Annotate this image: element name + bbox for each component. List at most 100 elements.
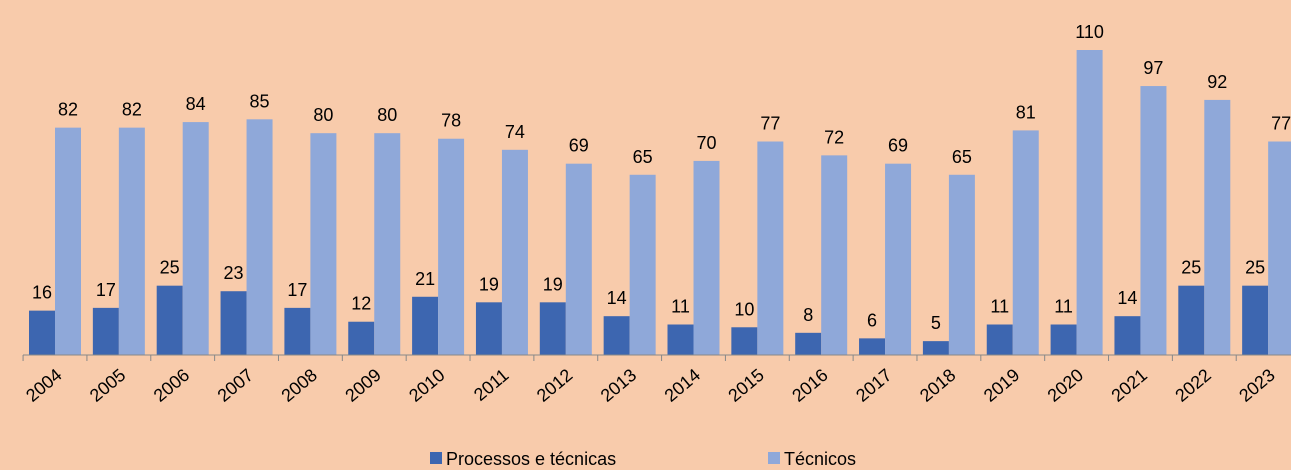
data-label: 25 — [1245, 258, 1265, 278]
data-label: 17 — [96, 280, 116, 300]
bar — [348, 321, 375, 355]
data-label: 21 — [415, 269, 435, 289]
bar — [1076, 50, 1103, 355]
data-label: 78 — [441, 111, 461, 131]
data-label: 11 — [990, 297, 1009, 317]
data-label: 72 — [824, 127, 844, 147]
x-tick-label: 2013 — [597, 365, 641, 406]
data-label: 82 — [58, 100, 78, 120]
x-tick-label: 2022 — [1171, 365, 1215, 406]
x-tick-label: 2015 — [724, 365, 768, 406]
bar — [220, 291, 247, 355]
data-label: 69 — [888, 136, 908, 156]
x-tick-label: 2006 — [150, 365, 194, 406]
data-label: 25 — [160, 258, 180, 278]
x-tick-label: 2016 — [788, 365, 832, 406]
bar — [1114, 316, 1141, 355]
data-label: 74 — [505, 122, 525, 142]
legend-label: Técnicos — [784, 449, 856, 469]
legend-swatch — [430, 452, 442, 464]
data-label: 81 — [1016, 102, 1036, 122]
x-tick-label: 2023 — [1235, 365, 1279, 406]
bar — [310, 133, 337, 355]
data-label: 82 — [122, 100, 142, 120]
bar — [475, 302, 502, 355]
bar — [922, 341, 949, 355]
bar — [565, 163, 592, 355]
data-label: 19 — [479, 274, 499, 294]
data-label: 77 — [760, 114, 780, 134]
bar — [374, 133, 401, 355]
data-label: 25 — [1181, 258, 1201, 278]
bar — [693, 160, 720, 355]
data-label: 70 — [696, 133, 716, 153]
bar — [821, 155, 848, 355]
bar — [1178, 285, 1205, 355]
bar — [1204, 99, 1231, 355]
data-label: 69 — [569, 136, 589, 156]
bar — [55, 127, 81, 356]
data-label: 12 — [351, 294, 371, 314]
bar — [182, 122, 209, 355]
x-tick-label: 2005 — [86, 365, 130, 406]
bar — [629, 174, 656, 355]
bar — [501, 149, 528, 355]
data-label: 16 — [32, 283, 52, 303]
bar — [757, 141, 784, 355]
data-label: 10 — [734, 299, 754, 319]
data-label: 6 — [867, 310, 877, 330]
bar — [859, 338, 886, 355]
bar — [986, 324, 1013, 355]
data-label: 65 — [952, 147, 972, 167]
data-label: 85 — [250, 91, 270, 111]
bar — [1012, 130, 1039, 355]
bar — [92, 307, 119, 355]
x-tick-label: 2004 — [22, 365, 66, 406]
x-tick-label: 2019 — [980, 365, 1024, 406]
data-label: 77 — [1271, 114, 1291, 134]
bar — [438, 138, 465, 355]
data-label: 17 — [287, 280, 307, 300]
data-label: 110 — [1075, 22, 1104, 42]
bar — [156, 285, 183, 355]
x-tick-label: 2020 — [1044, 365, 1088, 406]
data-label: 65 — [633, 147, 653, 167]
x-tick-label: 2010 — [405, 365, 449, 406]
x-tick-label: 2008 — [277, 365, 321, 406]
data-label: 5 — [931, 313, 941, 333]
data-label: 80 — [313, 105, 333, 125]
bar — [603, 316, 630, 355]
x-tick-label: 2009 — [341, 365, 385, 406]
bar — [1140, 86, 1167, 355]
data-label: 19 — [543, 274, 563, 294]
bar — [539, 302, 566, 355]
x-tick-label: 2007 — [214, 365, 258, 406]
data-label: 92 — [1207, 72, 1227, 92]
data-label: 11 — [1054, 297, 1073, 317]
bar — [667, 324, 694, 355]
data-label: 8 — [803, 305, 813, 325]
bar — [284, 307, 311, 355]
legend-swatch — [768, 452, 780, 464]
x-tick-label: 2014 — [661, 365, 705, 406]
bar — [731, 327, 758, 355]
x-tick-label: 2018 — [916, 365, 960, 406]
data-label: 11 — [671, 297, 690, 317]
x-tick-label: 2012 — [533, 365, 577, 406]
data-label: 23 — [224, 263, 244, 283]
x-tick-label: 2021 — [1107, 365, 1151, 406]
bar — [885, 163, 912, 355]
bar — [1268, 141, 1291, 355]
x-tick-label: 2011 — [470, 365, 513, 405]
legend-label: Processos e técnicas — [446, 449, 616, 469]
x-tick-label: 2017 — [852, 365, 896, 406]
bar — [246, 119, 273, 356]
data-label: 80 — [377, 105, 397, 125]
bar — [29, 310, 55, 355]
bar — [795, 332, 822, 355]
bar — [1050, 324, 1077, 355]
bar — [948, 174, 975, 355]
data-label: 14 — [1117, 288, 1137, 308]
